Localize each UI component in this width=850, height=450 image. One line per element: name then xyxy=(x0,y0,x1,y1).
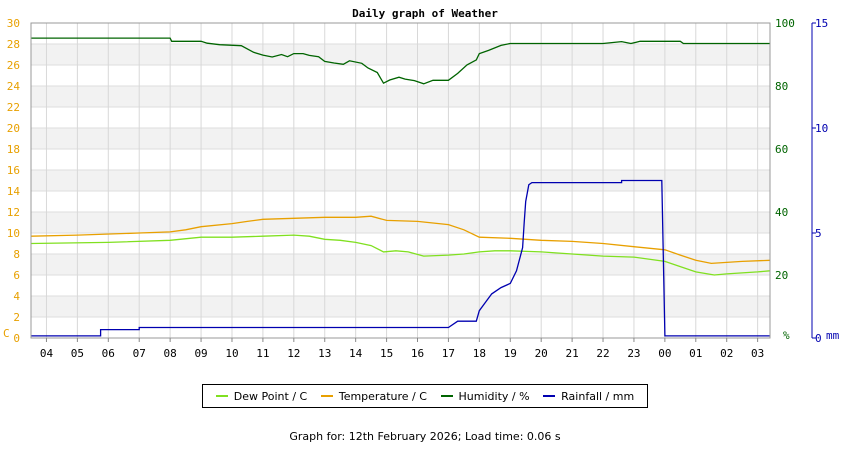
y-left-tick-label: 16 xyxy=(7,164,20,177)
humidity-tick-label: 20 xyxy=(775,269,788,282)
grid-band xyxy=(31,86,770,107)
x-tick-label: 03 xyxy=(751,347,764,360)
x-tick-label: 18 xyxy=(473,347,486,360)
legend-swatch xyxy=(215,395,228,397)
x-tick-label: 06 xyxy=(102,347,115,360)
y-left-tick-label: 18 xyxy=(7,143,20,156)
x-tick-label: 00 xyxy=(658,347,671,360)
legend-label: Rainfall / mm xyxy=(561,389,635,403)
y-left-tick-label: 12 xyxy=(7,206,20,219)
legend-label: Temperature / C xyxy=(338,389,427,403)
plot-frame xyxy=(30,22,771,339)
x-tick-label: 07 xyxy=(133,347,146,360)
y-left-unit-label: C xyxy=(3,327,10,340)
humidity-tick-label: 60 xyxy=(775,143,788,156)
x-tick-label: 11 xyxy=(256,347,269,360)
footer-text: Graph for: 12th February 2026; Load time… xyxy=(289,430,561,443)
x-tick-label: 02 xyxy=(720,347,733,360)
grid-band xyxy=(31,212,770,233)
series-line-dew xyxy=(30,234,771,276)
rain-tick-label: 5 xyxy=(815,227,822,240)
legend-swatch xyxy=(320,395,333,397)
x-tick-label: 16 xyxy=(411,347,424,360)
legend-swatch xyxy=(543,395,556,397)
y-left-tick-label: 24 xyxy=(7,80,21,93)
x-tick-label: 01 xyxy=(689,347,702,360)
x-tick-label: 12 xyxy=(287,347,300,360)
humidity-tick-label: 80 xyxy=(775,80,788,93)
chart-title: Daily graph of Weather xyxy=(352,7,498,20)
y-left-tick-label: 10 xyxy=(7,227,20,240)
grid-band xyxy=(31,128,770,149)
y-left-tick-label: 22 xyxy=(7,101,20,114)
series-line-temperature xyxy=(30,215,771,265)
legend-swatch xyxy=(440,395,453,397)
y-left-tick-label: 6 xyxy=(13,269,20,282)
humidity-tick-label: 40 xyxy=(775,206,788,219)
rain-unit-label: mm xyxy=(826,329,840,342)
legend-label: Dew Point / C xyxy=(233,389,308,403)
x-tick-label: 15 xyxy=(380,347,393,360)
series-line-rainfall xyxy=(31,179,770,337)
x-tick-label: 04 xyxy=(40,347,54,360)
y-left-tick-label: 2 xyxy=(13,311,20,324)
x-tick-label: 21 xyxy=(565,347,578,360)
y-left-tick-label: 30 xyxy=(7,17,20,30)
series-line-humidity xyxy=(31,37,770,85)
x-tick-label: 14 xyxy=(349,347,363,360)
rain-tick-label: 0 xyxy=(815,332,822,345)
x-tick-label: 17 xyxy=(442,347,455,360)
grid-band xyxy=(31,44,770,65)
x-tick-label: 23 xyxy=(627,347,640,360)
x-tick-label: 13 xyxy=(318,347,331,360)
chart-legend: Dew Point / C Temperature / C Humidity / %… xyxy=(202,384,648,408)
legend-item: Dew Point / C xyxy=(215,389,308,403)
y-left-tick-label: 28 xyxy=(7,38,20,51)
grid-band xyxy=(31,170,770,191)
y-left-tick-label: 14 xyxy=(7,185,21,198)
y-left-tick-label: 4 xyxy=(13,290,20,303)
x-tick-label: 05 xyxy=(71,347,84,360)
x-tick-label: 09 xyxy=(194,347,207,360)
x-tick-label: 19 xyxy=(504,347,517,360)
grid-band xyxy=(31,296,770,317)
rain-tick-label: 15 xyxy=(815,17,828,30)
rain-tick-label: 10 xyxy=(815,122,828,135)
humidity-tick-label: 100 xyxy=(775,17,795,30)
x-tick-label: 10 xyxy=(225,347,238,360)
x-tick-label: 20 xyxy=(535,347,548,360)
legend-item: Humidity / % xyxy=(440,389,530,403)
humidity-unit-label: % xyxy=(783,329,790,342)
legend-item: Temperature / C xyxy=(320,389,427,403)
legend-label: Humidity / % xyxy=(458,389,530,403)
y-left-tick-label: 0 xyxy=(13,332,20,345)
grid-band xyxy=(31,254,770,275)
x-tick-label: 08 xyxy=(164,347,177,360)
y-left-tick-label: 26 xyxy=(7,59,20,72)
y-left-tick-label: 8 xyxy=(13,248,20,261)
weather-chart: Daily graph of Weather 02468101214161820… xyxy=(3,7,840,360)
y-left-tick-label: 20 xyxy=(7,122,20,135)
legend-item: Rainfall / mm xyxy=(543,390,634,403)
x-tick-label: 22 xyxy=(596,347,609,360)
